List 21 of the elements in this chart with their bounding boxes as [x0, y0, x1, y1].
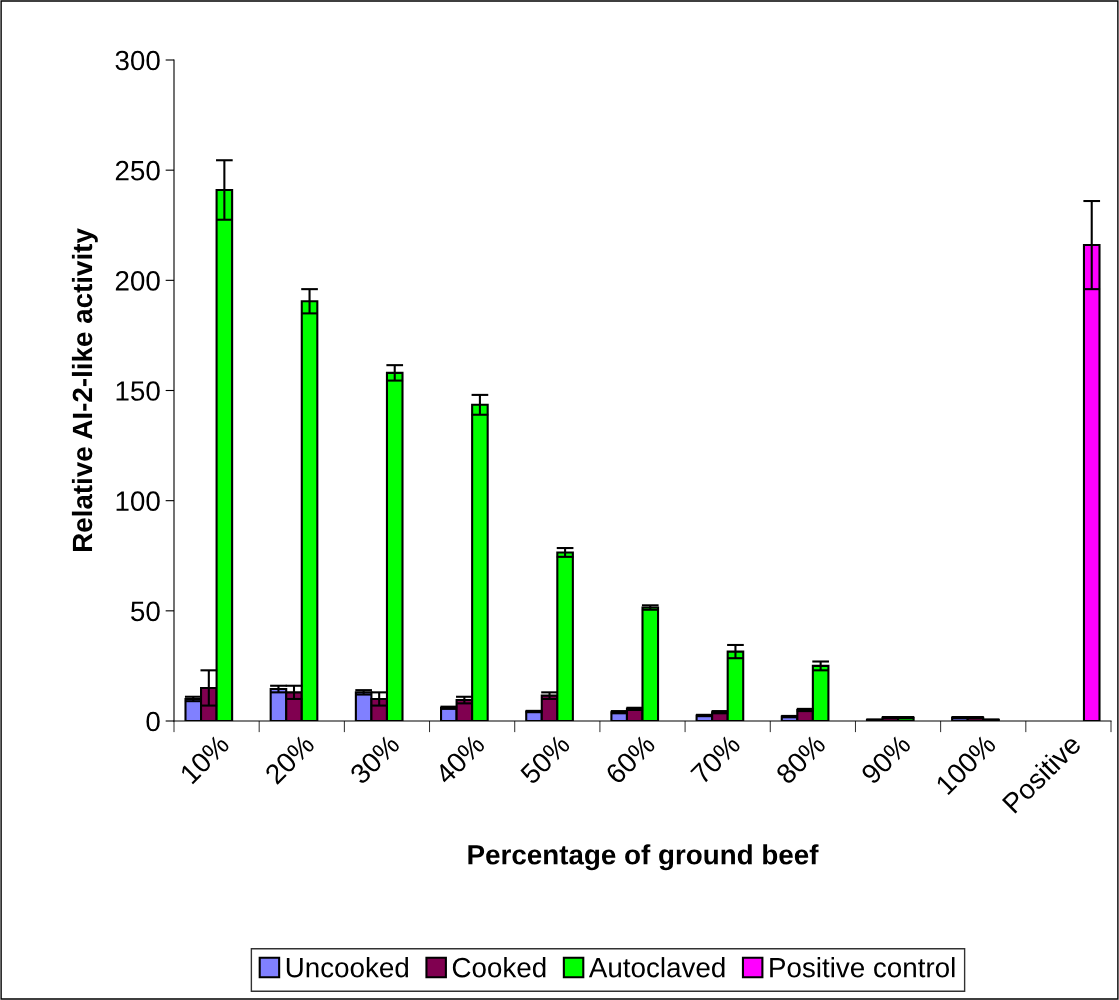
legend-label: Uncooked — [286, 957, 408, 978]
legend-label: Positive control — [770, 957, 955, 978]
x-tick-label: 50% — [519, 733, 572, 786]
x-axis-title: Percentage of ground beef — [468, 844, 819, 871]
x-tick-label: 30% — [348, 733, 401, 786]
x-tick-label: 80% — [774, 733, 827, 785]
y-tick-label: 100 — [116, 491, 160, 512]
x-tick-label: 70% — [689, 733, 742, 785]
y-tick-label: 250 — [115, 160, 160, 181]
legend-label: Cooked — [452, 957, 546, 978]
y-tick-label: 50 — [131, 601, 160, 622]
x-tick-label: 10% — [179, 733, 231, 785]
y-tick-label: 150 — [116, 381, 160, 401]
y-axis-title: Relative AI-2-like activity — [71, 228, 98, 551]
x-tick-label: 60% — [604, 733, 657, 785]
legend-label: Autoclaved — [588, 957, 725, 978]
y-tick-label: 200 — [115, 271, 160, 291]
y-tick-label: 0 — [146, 711, 160, 732]
x-tick-label: 90% — [860, 733, 912, 785]
y-tick-label: 300 — [115, 50, 160, 71]
x-tick-label: 40% — [433, 733, 486, 786]
